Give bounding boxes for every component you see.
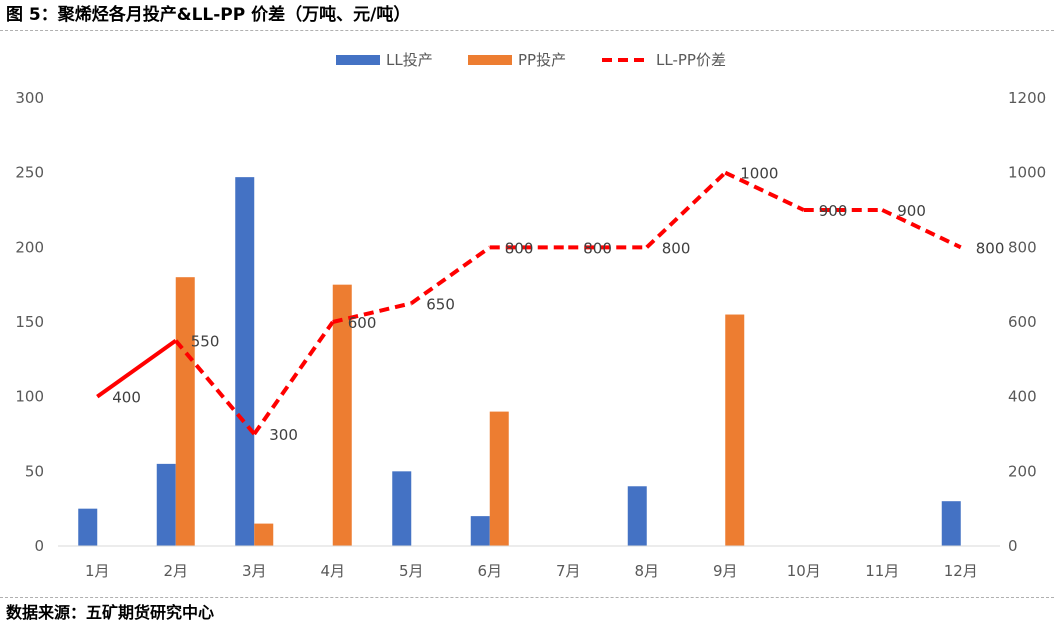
legend-label-ll: LL投产 (386, 51, 433, 69)
y-left-tick-label: 0 (34, 537, 44, 555)
bars (78, 177, 961, 546)
top-divider (0, 30, 1054, 31)
bar-pp (175, 277, 195, 546)
y-left-tick-label: 100 (15, 388, 44, 406)
spread-data-label: 800 (505, 239, 534, 257)
spread-segment (332, 301, 412, 324)
spread-data-labels: 400 550 300 600 650 800 800 800 1000 900 900 800 (112, 165, 1004, 444)
spread-segment (881, 208, 962, 250)
x-tick-label: 3月 (242, 562, 267, 580)
x-tick-label: 5月 (399, 562, 424, 580)
legend-label-spread: LL-PP价差 (656, 51, 726, 69)
spread-data-label: 900 (819, 202, 848, 220)
x-tick-label: 11月 (865, 562, 899, 580)
bar-ll (627, 486, 647, 546)
y-right-tick-label: 200 (1008, 462, 1037, 480)
x-tick-label: 2月 (163, 562, 188, 580)
spread-data-label: 550 (191, 333, 220, 351)
bar-pp (332, 284, 352, 546)
bar-ll (941, 501, 961, 546)
y-right-tick-label: 0 (1008, 537, 1018, 555)
x-tick-label: 8月 (634, 562, 659, 580)
bar-pp (725, 314, 745, 546)
spread-segment (174, 339, 256, 436)
y-left-tick-label: 200 (15, 238, 44, 256)
spread-segment (252, 320, 335, 436)
spread-data-label: 800 (976, 239, 1005, 257)
y-right-tick-label: 1200 (1008, 89, 1046, 107)
bar-pp (254, 523, 274, 546)
y-axis-left: 0 50 100 150 200 250 300 (15, 89, 44, 555)
spread-data-label: 600 (348, 314, 377, 332)
x-tick-label: 7月 (556, 562, 581, 580)
spread-segment (410, 245, 491, 305)
spread-segment (645, 171, 727, 249)
legend-label-pp: PP投产 (518, 51, 566, 69)
y-left-tick-label: 50 (25, 462, 44, 480)
source-note: 数据来源：五矿期货研究中心 (6, 603, 215, 622)
legend-swatch-pp (468, 55, 512, 65)
bar-pp (489, 411, 509, 546)
x-tick-label: 1月 (85, 562, 110, 580)
x-tick-label: 9月 (713, 562, 738, 580)
y-right-tick-label: 800 (1008, 238, 1037, 256)
bar-ll (156, 463, 176, 546)
bar-ll (392, 471, 412, 546)
spread-segment (724, 170, 805, 212)
y-left-tick-label: 250 (15, 164, 44, 182)
spread-data-label: 400 (112, 389, 141, 407)
bar-ll (78, 508, 98, 546)
legend-swatch-ll (336, 55, 380, 65)
y-right-tick-label: 1000 (1008, 164, 1046, 182)
figure-title: 图 5：聚烯烃各月投产&LL-PP 价差（万吨、元/吨） (6, 5, 411, 25)
y-right-tick-label: 600 (1008, 313, 1037, 331)
spread-data-label: 1000 (740, 165, 778, 183)
spread-data-label: 650 (426, 295, 455, 313)
x-tick-label: 6月 (477, 562, 502, 580)
y-right-tick-label: 400 (1008, 388, 1037, 406)
legend: LL投产 PP投产 LL-PP价差 (336, 51, 726, 69)
x-tick-label: 10月 (787, 562, 821, 580)
x-tick-label: 4月 (320, 562, 345, 580)
x-tick-label: 12月 (944, 562, 978, 580)
spread-data-label: 800 (662, 239, 691, 257)
spread-data-label: 300 (269, 426, 298, 444)
y-axis-right: 0 200 400 600 800 1000 1200 (1008, 89, 1046, 555)
spread-data-label: 900 (897, 202, 926, 220)
spread-line (96, 170, 962, 436)
bar-ll (235, 177, 255, 546)
y-left-tick-label: 150 (15, 313, 44, 331)
y-left-tick-label: 300 (15, 89, 44, 107)
x-axis-ticks: 1月 2月 3月 4月 5月 6月 7月 8月 9月 10月 11月 12月 (85, 562, 978, 580)
spread-data-label: 800 (583, 239, 612, 257)
spread-segment (96, 339, 177, 399)
bar-ll (470, 516, 490, 546)
bottom-divider (0, 597, 1054, 598)
